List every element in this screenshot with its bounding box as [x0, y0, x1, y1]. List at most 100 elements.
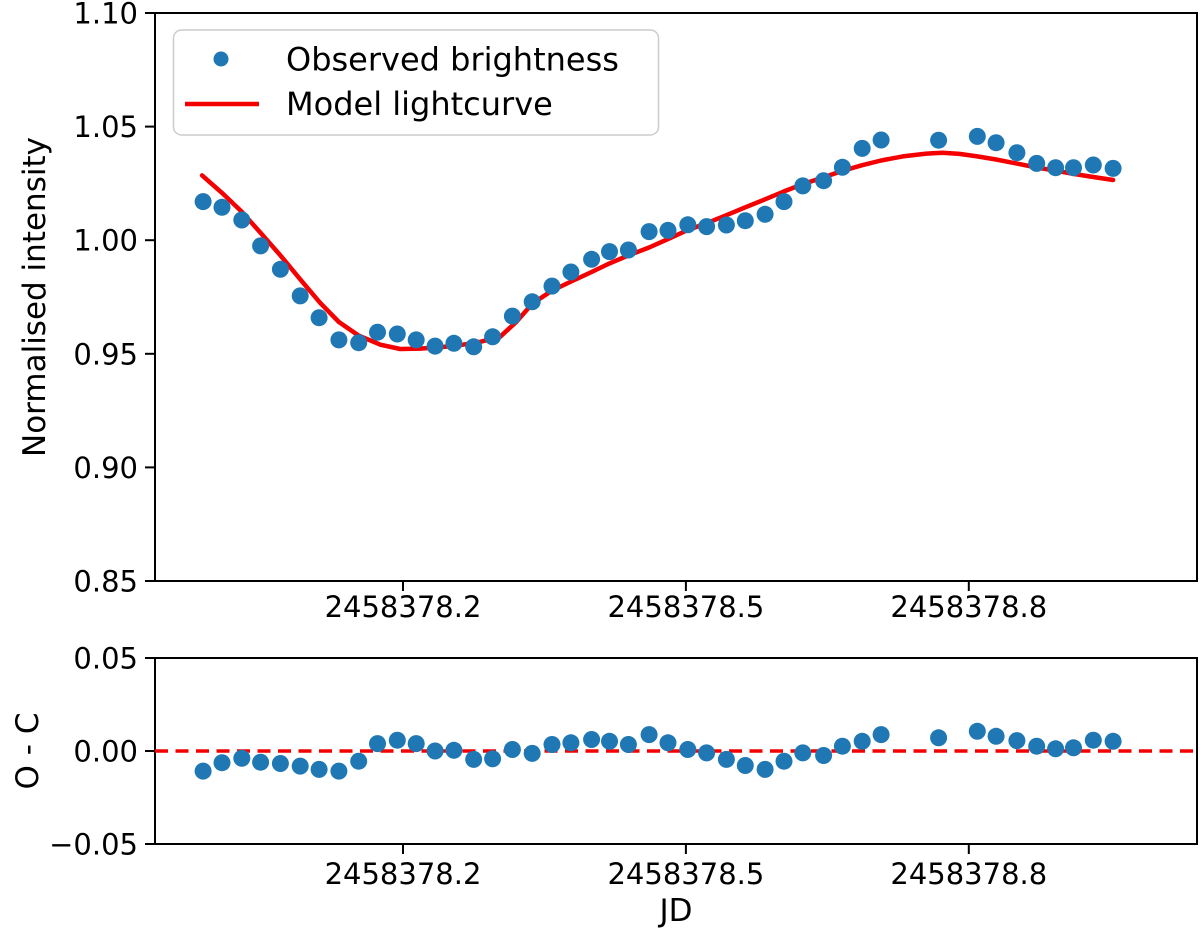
residual-point [640, 726, 658, 744]
observed-point [233, 211, 251, 229]
observed-point [619, 241, 637, 259]
residual-point [388, 731, 406, 749]
observed-point [736, 212, 754, 230]
observed-point [194, 193, 212, 211]
observed-point [350, 334, 368, 352]
residual-point [310, 760, 328, 778]
x-tick-label: 2458378.8 [890, 857, 1047, 891]
x-tick-label: 2458378.5 [607, 857, 764, 891]
residual-point [698, 744, 716, 762]
y-tick-label: 0.85 [73, 565, 138, 599]
observed-point [833, 158, 851, 176]
residual-points [194, 722, 1122, 780]
legend-dot-marker [213, 51, 229, 67]
residual-point [872, 726, 890, 744]
observed-point [388, 325, 406, 343]
y-tick-label: 0.90 [73, 451, 138, 485]
residual-point [369, 735, 386, 753]
residual-point [426, 742, 444, 760]
x-tick-label: 2458378.2 [325, 590, 482, 624]
observed-point [717, 216, 735, 234]
legend-label-model: Model lightcurve [286, 85, 553, 123]
y-tick-label: −0.05 [49, 828, 138, 862]
observed-point [543, 277, 561, 295]
residual-point [659, 734, 677, 752]
observed-point [583, 250, 601, 268]
residual-point [194, 762, 212, 780]
residual-point [601, 732, 618, 750]
observed-point [756, 205, 774, 223]
observed-points [194, 127, 1122, 356]
legend: Observed brightness Model lightcurve [172, 29, 660, 136]
observed-point [291, 287, 309, 305]
observed-point [523, 293, 541, 311]
observed-point [601, 243, 618, 261]
observed-point [310, 309, 328, 327]
residual-point [445, 741, 463, 759]
residual-point [853, 732, 871, 750]
y-axis-label: O - C [10, 713, 46, 790]
residual-point [1028, 737, 1046, 755]
residual-point [1047, 740, 1065, 758]
y-tick-label: 1.10 [73, 0, 138, 31]
residual-point [465, 750, 483, 768]
residual-point [1084, 731, 1102, 749]
residual-point [484, 750, 502, 768]
observed-point [659, 221, 677, 239]
y-tick-label: 1.00 [73, 224, 138, 258]
observed-point [930, 131, 948, 149]
residual-point [1104, 732, 1122, 750]
residual-point [233, 749, 251, 767]
residual-point [271, 755, 289, 772]
observed-point [484, 328, 502, 346]
residual-panel: 0.05 0.00 −0.05 2458378.2 2458378.5 2458378.8… [10, 642, 1198, 929]
residual-point [330, 762, 348, 780]
residual-point [794, 744, 812, 762]
x-tick-label: 2458378.8 [890, 590, 1047, 624]
x-tick-label: 2458378.5 [607, 590, 764, 624]
observed-point [853, 139, 871, 157]
legend-box [172, 29, 660, 136]
observed-point [271, 260, 289, 278]
observed-point [640, 223, 658, 241]
residual-point [987, 727, 1005, 745]
residual-point [583, 731, 601, 748]
residual-point [756, 760, 774, 778]
residual-point [619, 736, 637, 753]
y-tick-label: 1.05 [73, 110, 138, 144]
observed-point [1084, 156, 1102, 174]
observed-point [775, 193, 793, 211]
observed-point [407, 331, 425, 349]
observed-point [1104, 159, 1122, 177]
residual-point [291, 757, 309, 775]
residual-point [775, 752, 793, 770]
model-curve [199, 150, 1116, 352]
observed-point [872, 131, 890, 149]
residual-point [523, 744, 541, 762]
observed-point [426, 337, 444, 355]
observed-point [679, 216, 697, 234]
residual-point [1065, 739, 1082, 757]
observed-point [1065, 159, 1082, 177]
observed-point [369, 323, 386, 341]
residual-point [503, 741, 521, 758]
y-axis-label: Normalised intensity [17, 137, 53, 457]
observed-point [445, 334, 463, 352]
observed-point [1028, 154, 1046, 172]
legend-label-observed: Observed brightness [286, 41, 619, 79]
residual-point [968, 722, 986, 740]
observed-point [252, 237, 270, 255]
residual-point [562, 734, 580, 752]
residual-point [213, 754, 231, 772]
x-tick-label: 2458378.2 [325, 857, 482, 891]
observed-point [213, 198, 231, 216]
residual-point [736, 757, 754, 774]
observed-point [465, 338, 483, 356]
y-tick-label: 0.95 [73, 337, 138, 371]
observed-point [1008, 144, 1026, 162]
residual-point [350, 752, 368, 770]
observed-point [794, 177, 812, 195]
observed-point [1047, 159, 1065, 177]
